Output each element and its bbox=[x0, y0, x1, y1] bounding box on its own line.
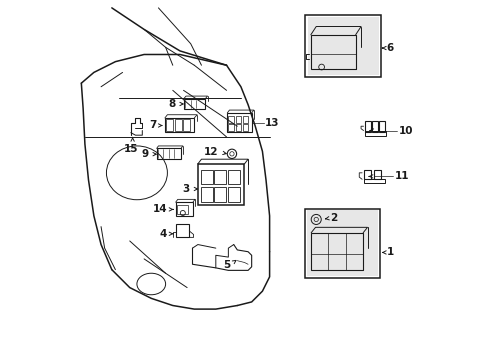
Bar bbox=[304, 209, 379, 278]
Text: 7: 7 bbox=[149, 121, 156, 130]
Bar bbox=[227, 113, 251, 132]
Text: 3: 3 bbox=[183, 184, 190, 194]
Bar bbox=[175, 224, 189, 237]
Bar bbox=[373, 170, 381, 179]
Text: 11: 11 bbox=[394, 171, 409, 181]
Bar bbox=[235, 124, 241, 131]
Bar bbox=[174, 120, 182, 131]
Bar bbox=[242, 124, 248, 131]
Text: 5: 5 bbox=[223, 260, 230, 270]
Bar bbox=[214, 187, 226, 202]
Text: 8: 8 bbox=[168, 99, 175, 109]
Bar bbox=[306, 211, 377, 276]
Bar bbox=[228, 116, 234, 123]
Bar bbox=[214, 170, 226, 184]
Bar bbox=[364, 131, 386, 135]
Text: 9: 9 bbox=[142, 149, 148, 159]
Bar bbox=[363, 179, 384, 183]
Text: 2: 2 bbox=[329, 213, 336, 223]
Bar bbox=[364, 121, 370, 132]
Bar bbox=[310, 35, 355, 69]
Bar bbox=[363, 170, 371, 179]
Bar bbox=[307, 17, 378, 75]
Bar bbox=[242, 116, 248, 123]
Bar bbox=[198, 164, 244, 205]
Bar bbox=[378, 121, 384, 132]
Bar bbox=[371, 121, 377, 132]
Bar bbox=[156, 148, 181, 159]
Bar bbox=[235, 116, 241, 123]
Bar bbox=[227, 187, 239, 202]
Bar bbox=[228, 124, 234, 131]
Bar bbox=[183, 99, 204, 109]
Bar bbox=[310, 233, 363, 270]
Text: 14: 14 bbox=[152, 204, 167, 215]
Bar bbox=[165, 120, 173, 131]
Text: 1: 1 bbox=[386, 247, 393, 257]
Text: 12: 12 bbox=[204, 147, 218, 157]
Text: 13: 13 bbox=[265, 118, 279, 128]
Bar bbox=[164, 118, 194, 132]
Text: 6: 6 bbox=[386, 43, 393, 53]
Bar bbox=[201, 187, 212, 202]
Bar bbox=[305, 15, 380, 77]
Bar bbox=[175, 202, 192, 216]
Text: 4: 4 bbox=[160, 229, 167, 239]
Bar bbox=[177, 206, 187, 215]
Bar bbox=[227, 170, 239, 184]
Text: 15: 15 bbox=[123, 144, 138, 154]
Bar bbox=[183, 120, 190, 131]
Bar bbox=[201, 170, 212, 184]
Text: 10: 10 bbox=[398, 126, 412, 135]
